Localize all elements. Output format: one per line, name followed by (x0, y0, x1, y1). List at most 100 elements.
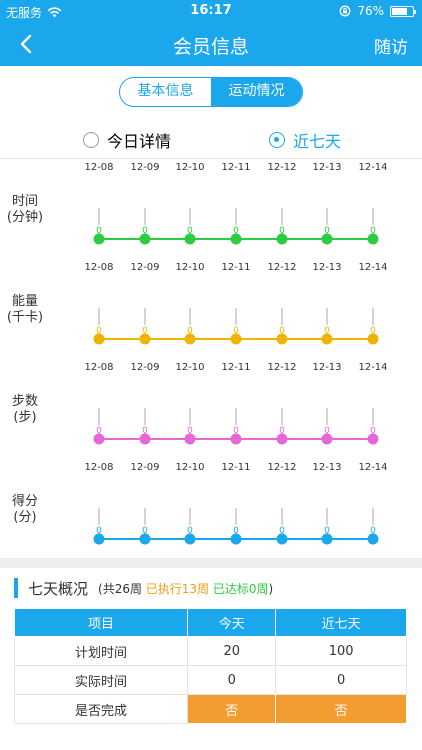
status-left: 无服务 (6, 4, 62, 21)
series-unit-label: (千卡) (7, 310, 43, 325)
segmented-control: 基本信息 运动情况 (119, 77, 303, 107)
date-tick-label: 12-10 (175, 462, 204, 473)
date-tick-label: 12-12 (267, 462, 296, 473)
radio-circle-seven-days[interactable] (269, 132, 285, 148)
tab-bar: 基本信息 运动情况 (0, 66, 422, 120)
data-point (321, 433, 333, 445)
radio-seven-days[interactable]: 近七天 (269, 128, 341, 152)
date-tick-label: 12-08 (84, 362, 113, 373)
seven-day-summary: 七天概况 (共26周 已执行13周 已达标0周) (0, 568, 422, 608)
data-label: 0 (233, 526, 239, 536)
tab-exercise[interactable]: 运动情况 (211, 78, 302, 106)
data-label: 0 (187, 326, 193, 336)
date-tick-label: 12-13 (312, 462, 341, 473)
data-point (139, 233, 151, 245)
date-tick-label: 12-12 (267, 362, 296, 373)
data-label: 0 (142, 426, 148, 436)
date-tick-label: 12-14 (358, 362, 387, 373)
date-tick-label: 12-12 (267, 162, 296, 173)
data-point (139, 533, 151, 545)
data-point (230, 433, 242, 445)
data-label: 0 (324, 526, 330, 536)
date-tick-label: 12-09 (130, 262, 159, 273)
completed-today: 否 (187, 694, 277, 724)
battery-text: 76% (357, 4, 384, 18)
series-label: 得分 (12, 493, 38, 509)
summary-achieved: 已达标0周 (212, 581, 269, 596)
date-tick-label: 12-11 (221, 162, 250, 173)
data-point (276, 533, 288, 545)
data-label: 0 (370, 326, 376, 336)
planned-time-today: 20 (187, 636, 277, 666)
date-tick-label: 12-11 (221, 262, 250, 273)
date-tick-label: 12-10 (175, 262, 204, 273)
data-point (184, 233, 196, 245)
data-label: 0 (142, 526, 148, 536)
header-seven-days: 近七天 (275, 608, 407, 637)
series-label: 能量 (12, 294, 38, 309)
planned-time-seven-days: 100 (275, 636, 407, 666)
data-point (184, 533, 196, 545)
status-time: 16:17 (190, 3, 232, 18)
series-label: 步数 (12, 394, 38, 409)
date-tick-label: 12-11 (221, 362, 250, 373)
series-label: 时间 (12, 194, 38, 209)
data-label: 0 (370, 526, 376, 536)
summary-table: 项目 今天 近七天 计划时间 20 100 实际时间 0 0 是否完成 否 否 (13, 608, 407, 724)
date-tick-label: 12-08 (84, 162, 113, 173)
date-tick-label: 12-09 (130, 462, 159, 473)
back-button[interactable] (14, 30, 40, 58)
data-label: 0 (370, 426, 376, 436)
follow-up-button[interactable]: 随访 (374, 38, 408, 58)
table-row: 计划时间 20 100 (13, 636, 407, 666)
summary-accent-bar (14, 578, 18, 598)
summary-title: 七天概况 (28, 579, 89, 598)
battery-fill (392, 7, 408, 15)
exercise-charts: 12-08 12-09 12-10 12-11 12-12 12-13 12-14 时间(分钟… (7, 162, 388, 545)
data-label: 0 (187, 526, 193, 536)
data-label: 0 (233, 426, 239, 436)
status-bar: 无服务 16:17 76% (0, 0, 422, 22)
data-point (367, 433, 379, 445)
radio-label-seven-days: 近七天 (293, 132, 342, 151)
data-point (367, 233, 379, 245)
data-point (321, 333, 333, 345)
date-tick-label: 12-14 (358, 162, 387, 173)
data-label: 0 (233, 326, 239, 336)
header-today: 今天 (187, 608, 277, 637)
radio-circle-today[interactable] (83, 132, 99, 148)
data-label: 0 (324, 226, 330, 236)
summary-executed: 已执行13周 (145, 581, 210, 596)
data-label: 0 (370, 226, 376, 236)
tab-basic-info[interactable]: 基本信息 (137, 83, 194, 99)
date-tick-label: 12-12 (267, 262, 296, 273)
date-tick-label: 12-08 (84, 262, 113, 273)
date-tick-label: 12-09 (130, 162, 159, 173)
date-tick-label: 12-13 (312, 262, 341, 273)
radio-today[interactable]: 今日详情 (83, 128, 171, 152)
table-header-row: 项目 今天 近七天 (13, 608, 407, 637)
data-label: 0 (187, 226, 193, 236)
data-label: 0 (96, 526, 102, 536)
data-label: 0 (324, 426, 330, 436)
data-point (139, 333, 151, 345)
status-right: 76% (339, 4, 416, 18)
data-point (93, 533, 105, 545)
data-point (184, 333, 196, 345)
chevron-left-icon (20, 34, 32, 54)
row-label-completed: 是否完成 (13, 694, 189, 724)
row-label-actual-time: 实际时间 (13, 665, 189, 695)
row-label-planned-time: 计划时间 (13, 636, 189, 666)
data-label: 0 (142, 226, 148, 236)
summary-info: (共26周 已执行13周 已达标0周) (98, 580, 273, 597)
data-point (230, 233, 242, 245)
data-point (93, 333, 105, 345)
date-tick-label: 12-09 (130, 362, 159, 373)
data-point (367, 333, 379, 345)
data-label: 0 (279, 426, 285, 436)
data-label: 0 (96, 426, 102, 436)
table-row: 是否完成 否 否 (13, 694, 407, 724)
carrier-text: 无服务 (6, 6, 43, 20)
data-label: 0 (324, 326, 330, 336)
data-point (276, 233, 288, 245)
